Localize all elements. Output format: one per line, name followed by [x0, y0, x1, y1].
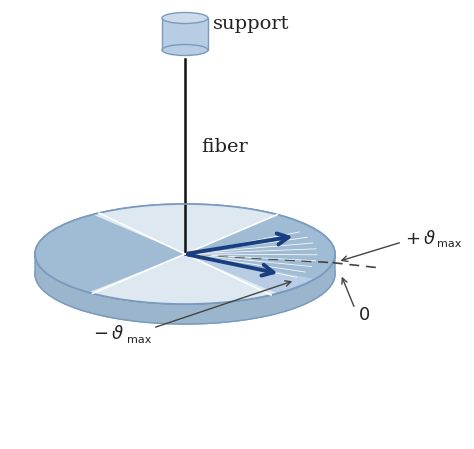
Ellipse shape [35, 224, 335, 324]
Text: support: support [213, 15, 290, 33]
Text: $-\,\vartheta$: $-\,\vartheta$ [93, 325, 124, 343]
Bar [162, 18, 208, 50]
Polygon shape [92, 204, 282, 254]
Text: fiber: fiber [201, 137, 248, 155]
Polygon shape [185, 215, 335, 279]
Text: max: max [127, 335, 151, 345]
Text: $+\,\vartheta$: $+\,\vartheta$ [405, 230, 436, 248]
Polygon shape [89, 254, 277, 304]
Ellipse shape [162, 13, 208, 23]
Polygon shape [35, 254, 335, 324]
Ellipse shape [162, 44, 208, 56]
Text: max: max [437, 239, 461, 249]
Polygon shape [35, 215, 185, 292]
Ellipse shape [35, 204, 335, 304]
Text: 0: 0 [359, 306, 370, 324]
